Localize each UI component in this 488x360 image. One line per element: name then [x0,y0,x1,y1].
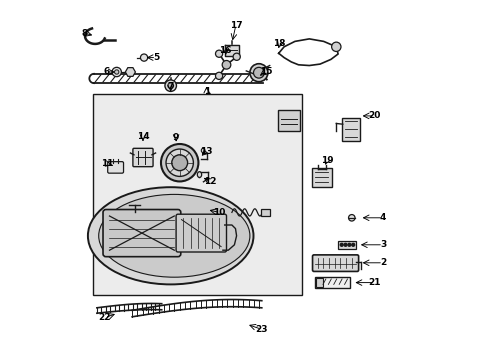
Text: 12: 12 [203,177,216,186]
FancyBboxPatch shape [107,162,123,173]
Circle shape [140,54,147,61]
Circle shape [215,72,222,80]
Text: 8: 8 [81,29,88,37]
Ellipse shape [88,187,253,284]
FancyBboxPatch shape [337,241,355,249]
Circle shape [233,53,240,60]
Circle shape [347,243,350,246]
FancyBboxPatch shape [312,255,358,271]
FancyBboxPatch shape [93,94,302,295]
Circle shape [114,70,119,74]
Circle shape [166,149,193,176]
Text: 20: 20 [368,111,380,120]
Text: 7: 7 [167,82,174,91]
FancyBboxPatch shape [261,209,269,216]
Circle shape [222,60,230,69]
Text: 22: 22 [99,313,111,322]
Text: 5: 5 [153,53,159,62]
Circle shape [351,243,354,246]
FancyBboxPatch shape [277,110,300,131]
Circle shape [340,243,343,246]
Circle shape [331,42,340,51]
Ellipse shape [201,148,204,153]
Text: 6: 6 [103,68,110,77]
Text: 19: 19 [320,156,333,165]
FancyBboxPatch shape [311,168,331,187]
Circle shape [344,243,346,246]
Circle shape [171,155,187,171]
Circle shape [164,80,176,91]
Text: 9: 9 [173,133,179,142]
Circle shape [253,67,264,78]
Ellipse shape [99,194,249,277]
Text: 21: 21 [368,278,380,287]
Polygon shape [224,45,239,56]
FancyBboxPatch shape [315,277,349,288]
Text: 1: 1 [203,87,209,96]
Circle shape [215,50,222,57]
Text: 4: 4 [379,213,386,222]
Circle shape [167,83,173,89]
Ellipse shape [197,172,201,177]
Text: 18: 18 [273,40,285,49]
Text: 10: 10 [213,208,225,217]
FancyBboxPatch shape [342,118,359,141]
Text: 23: 23 [255,325,267,334]
Circle shape [348,215,354,221]
Circle shape [161,144,198,181]
FancyBboxPatch shape [316,278,323,287]
Circle shape [249,64,267,82]
Text: 16: 16 [219,46,231,55]
Text: 2: 2 [379,258,386,267]
Text: 14: 14 [136,132,149,141]
Text: 3: 3 [379,240,386,249]
Text: 17: 17 [229,21,242,30]
Text: 13: 13 [200,147,212,156]
Text: 15: 15 [259,67,272,76]
FancyBboxPatch shape [133,148,153,167]
Text: 11: 11 [101,159,113,168]
Circle shape [112,67,121,77]
FancyBboxPatch shape [103,210,181,257]
FancyBboxPatch shape [176,214,226,252]
